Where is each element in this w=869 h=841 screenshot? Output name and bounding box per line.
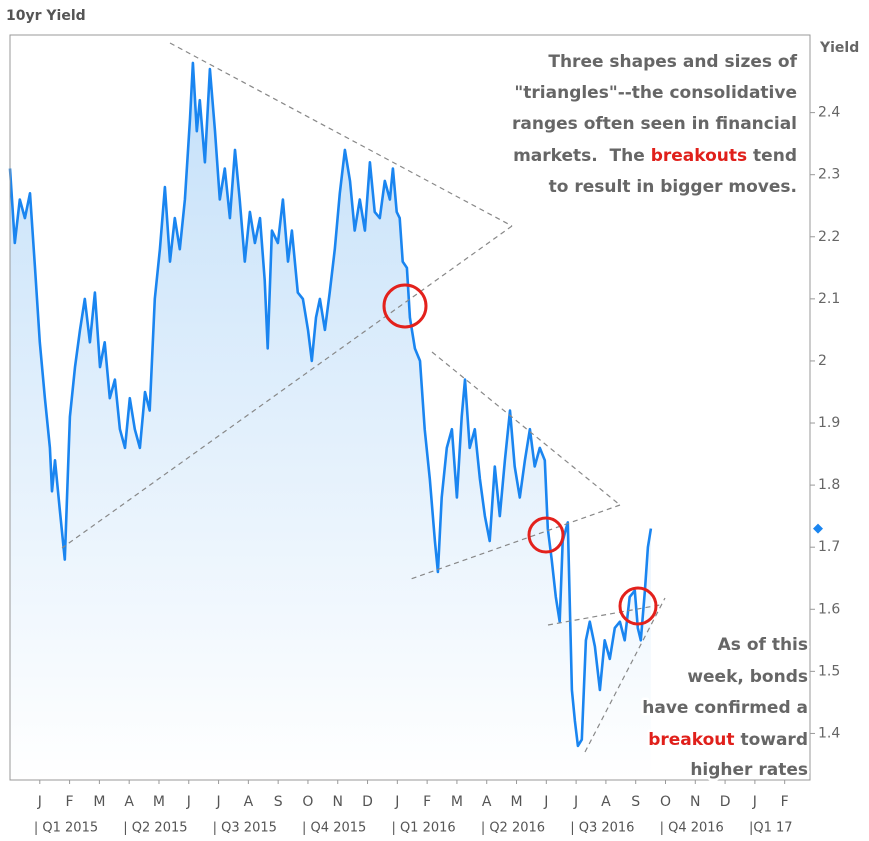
annotation-line: ranges often seen in financial [512, 114, 797, 134]
y-tick-label: 1.5 [818, 663, 840, 679]
x-tick-label: F [781, 794, 789, 810]
x-tick-label: A [601, 794, 611, 810]
y-tick-label: 1.4 [818, 725, 840, 741]
quarter-label: | Q1 2015 [34, 821, 98, 836]
y-tick-label: 2.1 [818, 291, 840, 307]
breakout-circle [382, 283, 428, 329]
x-tick-label: M [451, 794, 463, 810]
quarter-label: | Q4 2015 [302, 821, 366, 836]
x-tick-label: F [66, 794, 74, 810]
last-value-marker [813, 523, 823, 534]
triangle-line [584, 597, 666, 753]
x-tick-label: M [153, 794, 165, 810]
x-tick-label: D [362, 794, 373, 810]
y-tick-label: 1.7 [818, 539, 840, 555]
annotation-line: "triangles"--the consolidative [514, 83, 797, 103]
x-tick-label: D [720, 794, 731, 810]
triangle-line [169, 42, 513, 227]
quarter-label: | Q3 2015 [213, 821, 277, 836]
breakout-circle [618, 586, 658, 626]
annotation-line: markets. The breakouts tend [513, 146, 797, 166]
y-tick-label: 1.8 [818, 477, 840, 493]
quarter-label: | Q2 2016 [481, 821, 545, 836]
plot-frame [9, 34, 811, 781]
annotation-line: higher rates [690, 760, 808, 780]
x-tick-label: N [690, 794, 700, 810]
annotation: Three shapes and sizes of "triangles"--t… [510, 50, 801, 200]
x-tick-label: A [244, 794, 254, 810]
annotation-line: to result in bigger moves. [549, 177, 797, 197]
x-tick-label: A [482, 794, 492, 810]
triangle-line [61, 225, 513, 549]
chart-title: 10yr Yield [6, 8, 86, 24]
annotation-line: Three shapes and sizes of [548, 52, 797, 72]
x-tick-label: J [186, 794, 191, 810]
triangle-line [547, 604, 661, 626]
annotation-line: As of this [718, 635, 808, 655]
x-tick-label: J [543, 794, 548, 810]
annotation: As of this week, bonds have confirmed a … [640, 633, 811, 783]
x-tick-label: O [302, 794, 313, 810]
y-tick-label: 1.6 [818, 601, 840, 617]
y-tick-label: 2.3 [818, 167, 840, 183]
triangle-line [407, 504, 621, 581]
x-tick-label: S [274, 794, 283, 810]
x-tick-label: J [37, 794, 42, 810]
y-tick-label: 1.9 [818, 415, 840, 431]
x-tick-label: J [215, 794, 220, 810]
x-tick-label: F [423, 794, 431, 810]
breakout-circles [382, 283, 658, 626]
quarter-label: | Q3 2016 [570, 821, 634, 836]
x-tick-label: J [394, 794, 399, 810]
quarter-label: |Q1 17 [749, 821, 793, 836]
plot-area [8, 61, 653, 780]
annotation-line: week, bonds [687, 667, 808, 687]
y-axis-label: Yield [819, 40, 859, 56]
area [10, 62, 651, 780]
x-tick-label: J [752, 794, 757, 810]
x-tick-label: A [124, 794, 134, 810]
triangles [61, 42, 666, 753]
quarter-label: | Q4 2016 [660, 821, 724, 836]
annotation-line: have confirmed a [642, 698, 808, 718]
breakout-circle [527, 516, 565, 554]
y-tick-label: 2 [818, 353, 827, 369]
x-tick-label: J [573, 794, 578, 810]
triangle-line [431, 351, 621, 506]
x-tick-label: S [631, 794, 640, 810]
x-tick-label: M [510, 794, 522, 810]
quarter-label: | Q1 2016 [391, 821, 455, 836]
line [8, 61, 653, 748]
annotation-line: breakout toward [648, 730, 808, 750]
quarter-label: | Q2 2015 [123, 821, 187, 836]
y-tick-label: 2.2 [818, 229, 840, 245]
y-tick-label: 2.4 [818, 105, 840, 121]
x-tick-label: M [93, 794, 105, 810]
x-tick-label: O [660, 794, 671, 810]
x-tick-label: N [333, 794, 343, 810]
